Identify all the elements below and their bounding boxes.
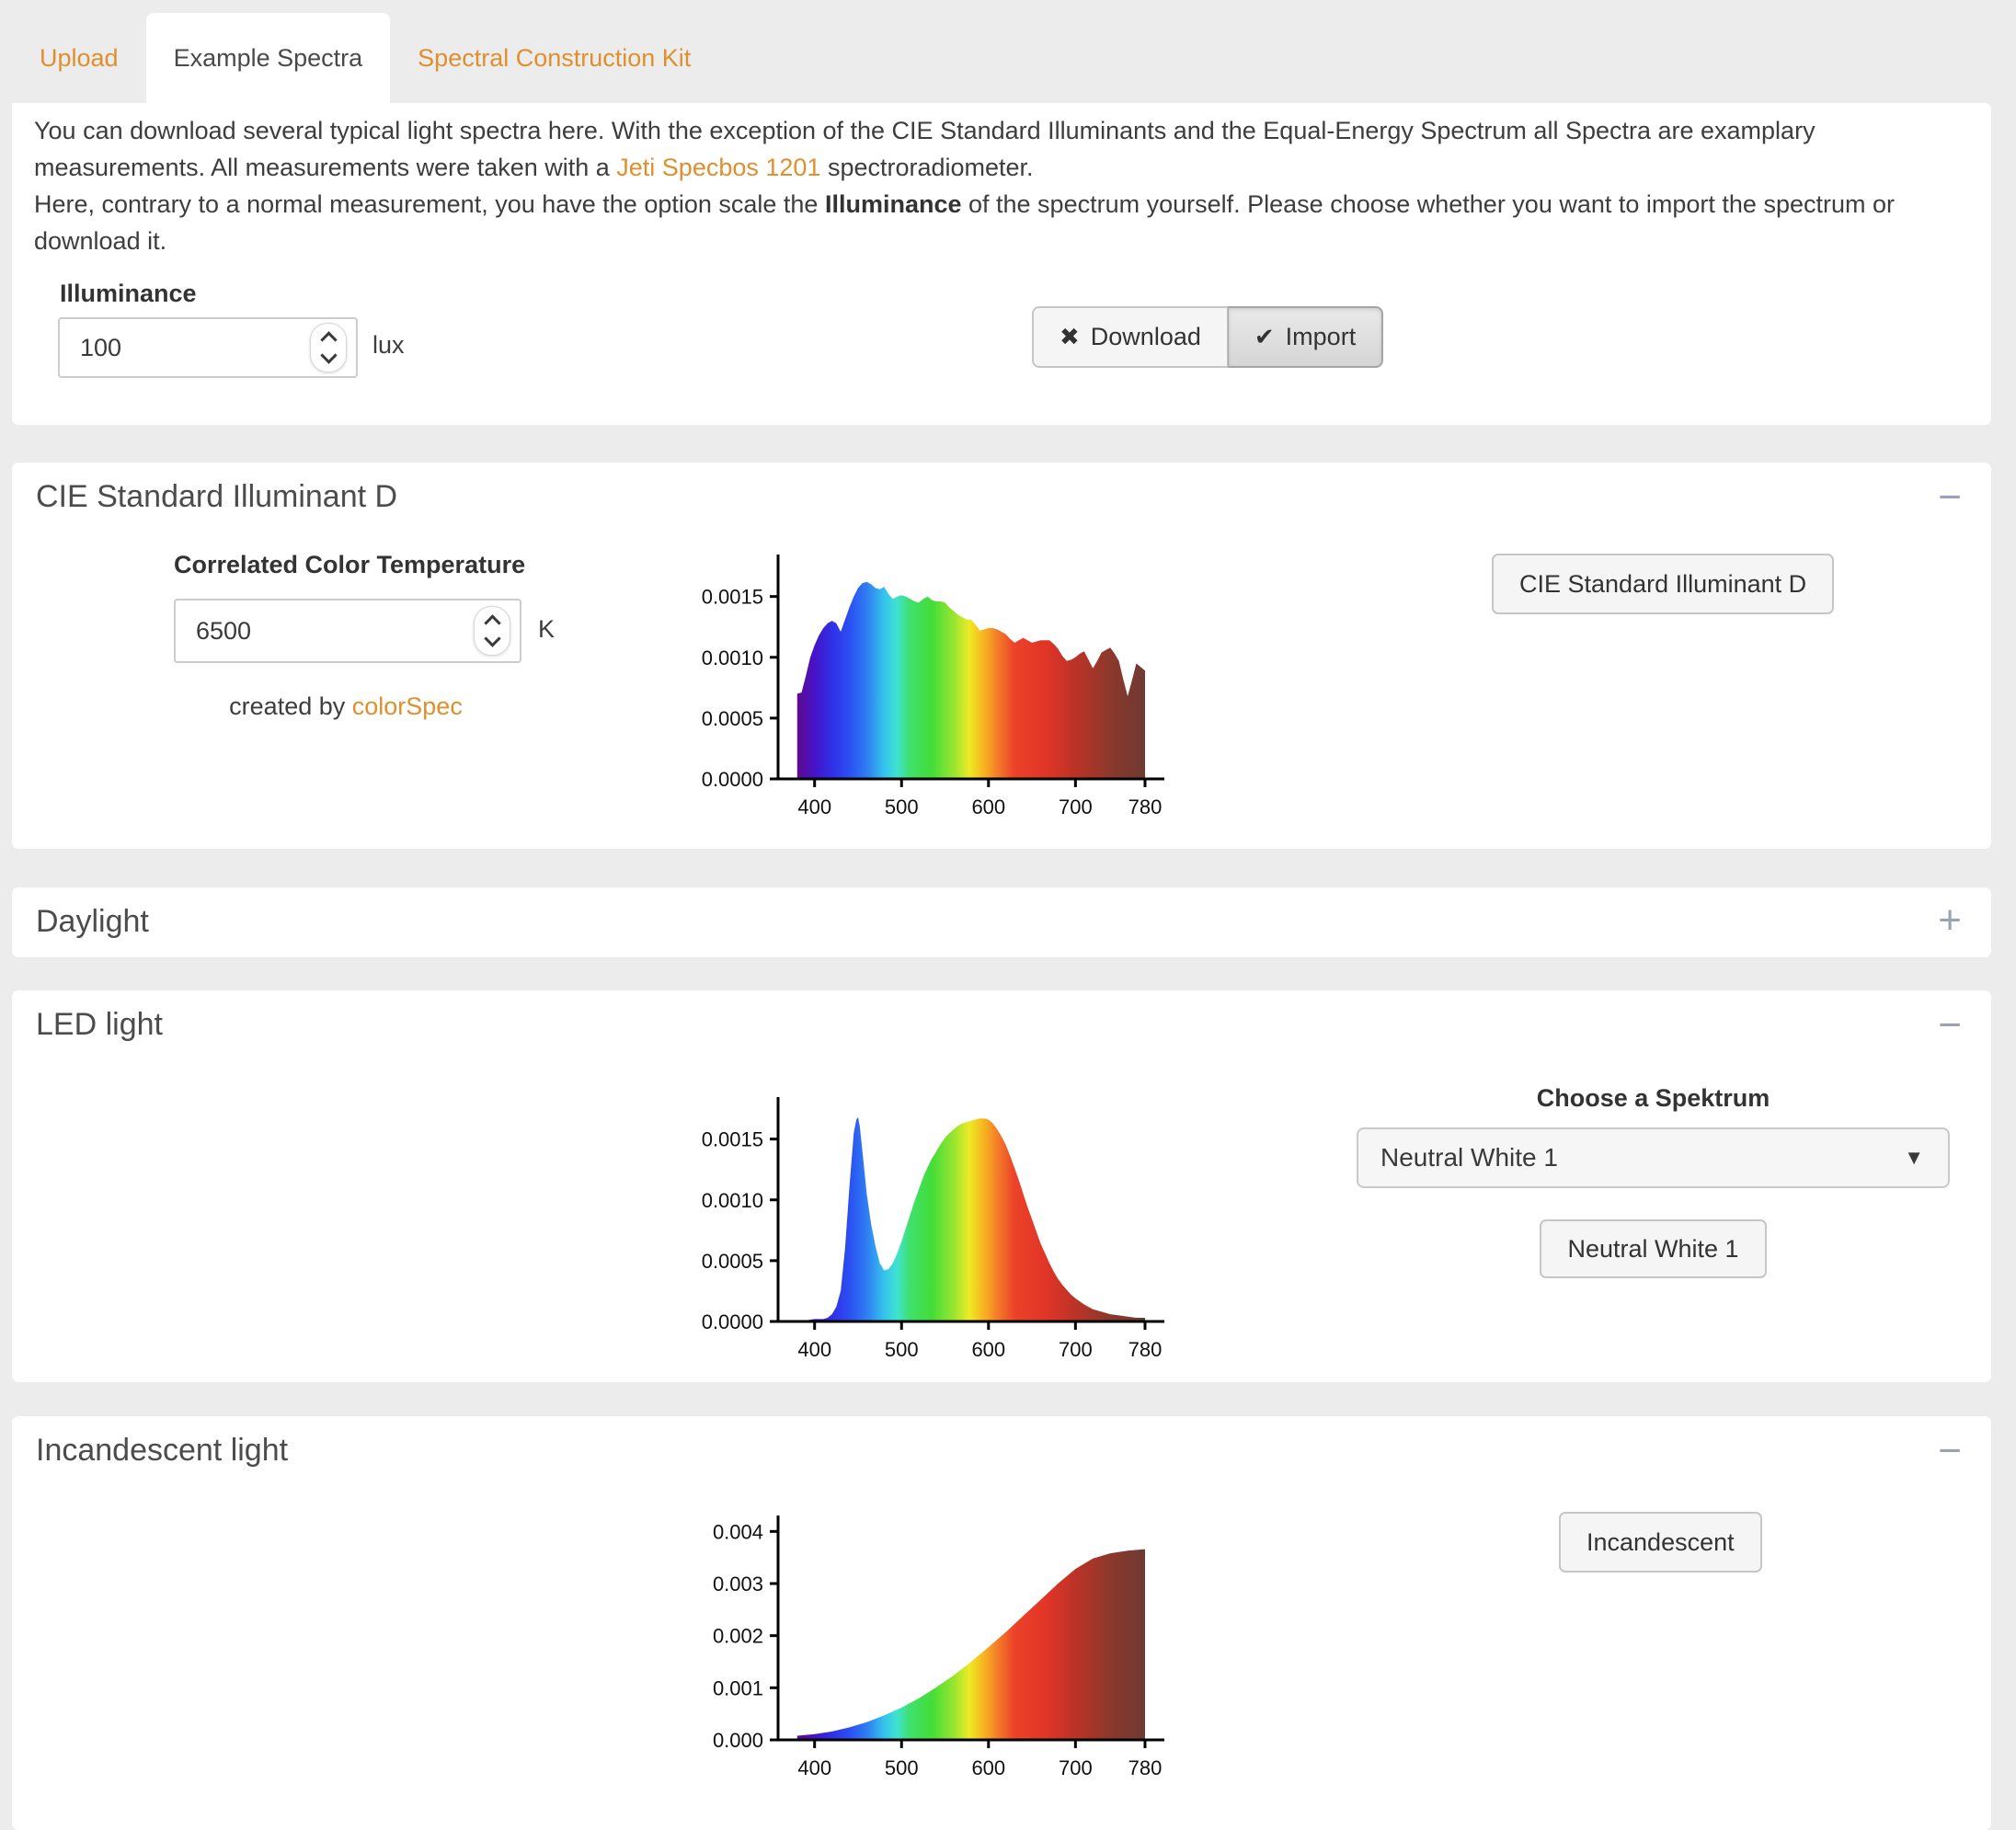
intro-panel: You can download several typical light s… xyxy=(12,103,1991,425)
illuminance-stepper[interactable] xyxy=(310,323,347,372)
svg-text:780: 780 xyxy=(1128,1338,1163,1361)
chevron-down-icon: ▼ xyxy=(1904,1146,1924,1169)
daylight-panel: Daylight + xyxy=(12,887,1991,957)
svg-text:780: 780 xyxy=(1128,795,1163,818)
cie-illuminant-panel: CIE Standard Illuminant D − Correlated C… xyxy=(12,463,1991,849)
close-icon: ✖ xyxy=(1060,323,1080,350)
svg-text:0.001: 0.001 xyxy=(713,1676,763,1699)
svg-text:0.0005: 0.0005 xyxy=(702,1250,763,1273)
svg-text:500: 500 xyxy=(885,1338,919,1361)
download-import-button-group: ✖ Download ✔ Import xyxy=(1032,306,1384,368)
collapse-minus-icon[interactable]: − xyxy=(1938,475,1962,520)
svg-text:0.0000: 0.0000 xyxy=(702,1310,763,1333)
incandescent-button[interactable]: Incandescent xyxy=(1559,1512,1762,1573)
credit-line: created by colorSpec xyxy=(174,692,518,721)
cct-label: Correlated Color Temperature xyxy=(174,551,526,578)
cie-illuminant-button-label: CIE Standard Illuminant D xyxy=(1519,569,1807,598)
intro-text: You can download several typical light s… xyxy=(34,112,1969,259)
svg-text:600: 600 xyxy=(971,795,1005,818)
jeti-specbos-link[interactable]: Jeti Specbos 1201 xyxy=(616,154,821,181)
svg-text:780: 780 xyxy=(1128,1756,1163,1779)
cie-spectrum-chart: 400 500 600 700 780 0.0000 0.0005 0.0010 0.0015 xyxy=(702,555,1164,818)
svg-text:0.0015: 0.0015 xyxy=(702,1128,763,1151)
led-controls-column: Choose a Spektrum Neutral White 1 ▼ Neut… xyxy=(1357,1084,1950,1278)
import-button[interactable]: ✔ Import xyxy=(1227,306,1384,368)
led-spectrum-button[interactable]: Neutral White 1 xyxy=(1540,1219,1767,1278)
collapse-minus-icon[interactable]: − xyxy=(1938,1002,1962,1047)
svg-text:600: 600 xyxy=(971,1756,1005,1779)
svg-text:0.004: 0.004 xyxy=(713,1520,763,1543)
led-panel-title: LED light xyxy=(36,1007,163,1042)
download-button[interactable]: ✖ Download xyxy=(1032,306,1228,368)
svg-text:400: 400 xyxy=(797,1756,831,1779)
svg-text:0.0005: 0.0005 xyxy=(702,707,763,730)
illuminance-emphasis: Illuminance xyxy=(824,190,962,218)
incandescent-panel-title: Incandescent light xyxy=(36,1433,289,1468)
colorspec-link[interactable]: colorSpec xyxy=(351,692,463,720)
led-spectrum-chart: 400 500 600 700 780 0.0000 0.0005 0.0010 0.0015 xyxy=(702,1097,1164,1361)
svg-text:0.003: 0.003 xyxy=(713,1573,763,1596)
cct-input[interactable]: 6500 xyxy=(174,599,521,663)
svg-text:500: 500 xyxy=(885,1756,919,1779)
svg-text:700: 700 xyxy=(1059,795,1093,818)
cct-value: 6500 xyxy=(196,617,252,645)
intro-paragraph-1: You can download several typical light s… xyxy=(34,117,1816,181)
svg-text:0.002: 0.002 xyxy=(713,1625,763,1648)
choose-spectrum-label: Choose a Spektrum xyxy=(1536,1084,1770,1112)
cie-panel-title: CIE Standard Illuminant D xyxy=(36,479,398,514)
cct-unit: K xyxy=(538,615,556,643)
tab-bar: Upload Example Spectra Spectral Construc… xyxy=(12,13,718,103)
svg-text:700: 700 xyxy=(1059,1338,1093,1361)
svg-text:600: 600 xyxy=(971,1338,1005,1361)
spectrum-select[interactable]: Neutral White 1 ▼ xyxy=(1357,1127,1950,1188)
tab-example-spectra[interactable]: Example Spectra xyxy=(145,13,391,103)
illuminance-unit: lux xyxy=(372,331,405,359)
svg-text:0.000: 0.000 xyxy=(713,1729,763,1752)
cct-stepper[interactable] xyxy=(474,606,510,656)
import-button-label: Import xyxy=(1285,323,1357,350)
check-icon: ✔ xyxy=(1254,323,1275,350)
credit-prefix: created by xyxy=(229,692,352,720)
incandescent-spectrum-chart: 400 500 600 700 780 0.000 0.001 0.002 0.003 0.004 xyxy=(713,1515,1164,1779)
incandescent-button-label: Incandescent xyxy=(1586,1527,1735,1556)
expand-plus-icon[interactable]: + xyxy=(1938,898,1962,943)
svg-text:0.0010: 0.0010 xyxy=(702,646,763,669)
tab-upload[interactable]: Upload xyxy=(40,43,119,72)
led-light-panel: LED light − 400 500 600 700 780 0.0000 0.0005 0… xyxy=(12,990,1991,1382)
cie-illuminant-button[interactable]: CIE Standard Illuminant D xyxy=(1492,554,1835,614)
intro-paragraph-2: Here, contrary to a normal measurement, … xyxy=(34,190,825,218)
spectrum-select-value: Neutral White 1 xyxy=(1380,1143,1558,1172)
intro-paragraph-2-end: of the spectrum yourself. Please choose … xyxy=(34,190,1895,255)
svg-text:400: 400 xyxy=(797,1338,831,1361)
svg-text:400: 400 xyxy=(797,795,831,818)
illuminance-input[interactable]: 100 xyxy=(58,317,358,378)
svg-text:0.0015: 0.0015 xyxy=(702,586,763,609)
illuminance-value: 100 xyxy=(80,334,122,361)
svg-text:500: 500 xyxy=(885,795,919,818)
svg-text:700: 700 xyxy=(1059,1756,1093,1779)
svg-text:0.0010: 0.0010 xyxy=(702,1189,763,1212)
download-button-label: Download xyxy=(1090,323,1201,350)
led-spectrum-button-label: Neutral White 1 xyxy=(1567,1234,1739,1263)
intro-paragraph-1-end: spectroradiometer. xyxy=(820,154,1034,181)
daylight-panel-title: Daylight xyxy=(36,904,149,939)
svg-text:0.0000: 0.0000 xyxy=(702,768,763,791)
illuminance-label: Illuminance xyxy=(60,280,197,307)
stepper-down-icon[interactable] xyxy=(483,630,501,647)
incandescent-panel: Incandescent light − 400 500 600 700 780 0.00… xyxy=(12,1416,1991,1830)
collapse-minus-icon[interactable]: − xyxy=(1938,1428,1962,1473)
tab-spectral-construction-kit[interactable]: Spectral Construction Kit xyxy=(418,43,692,72)
stepper-down-icon[interactable] xyxy=(319,347,338,364)
